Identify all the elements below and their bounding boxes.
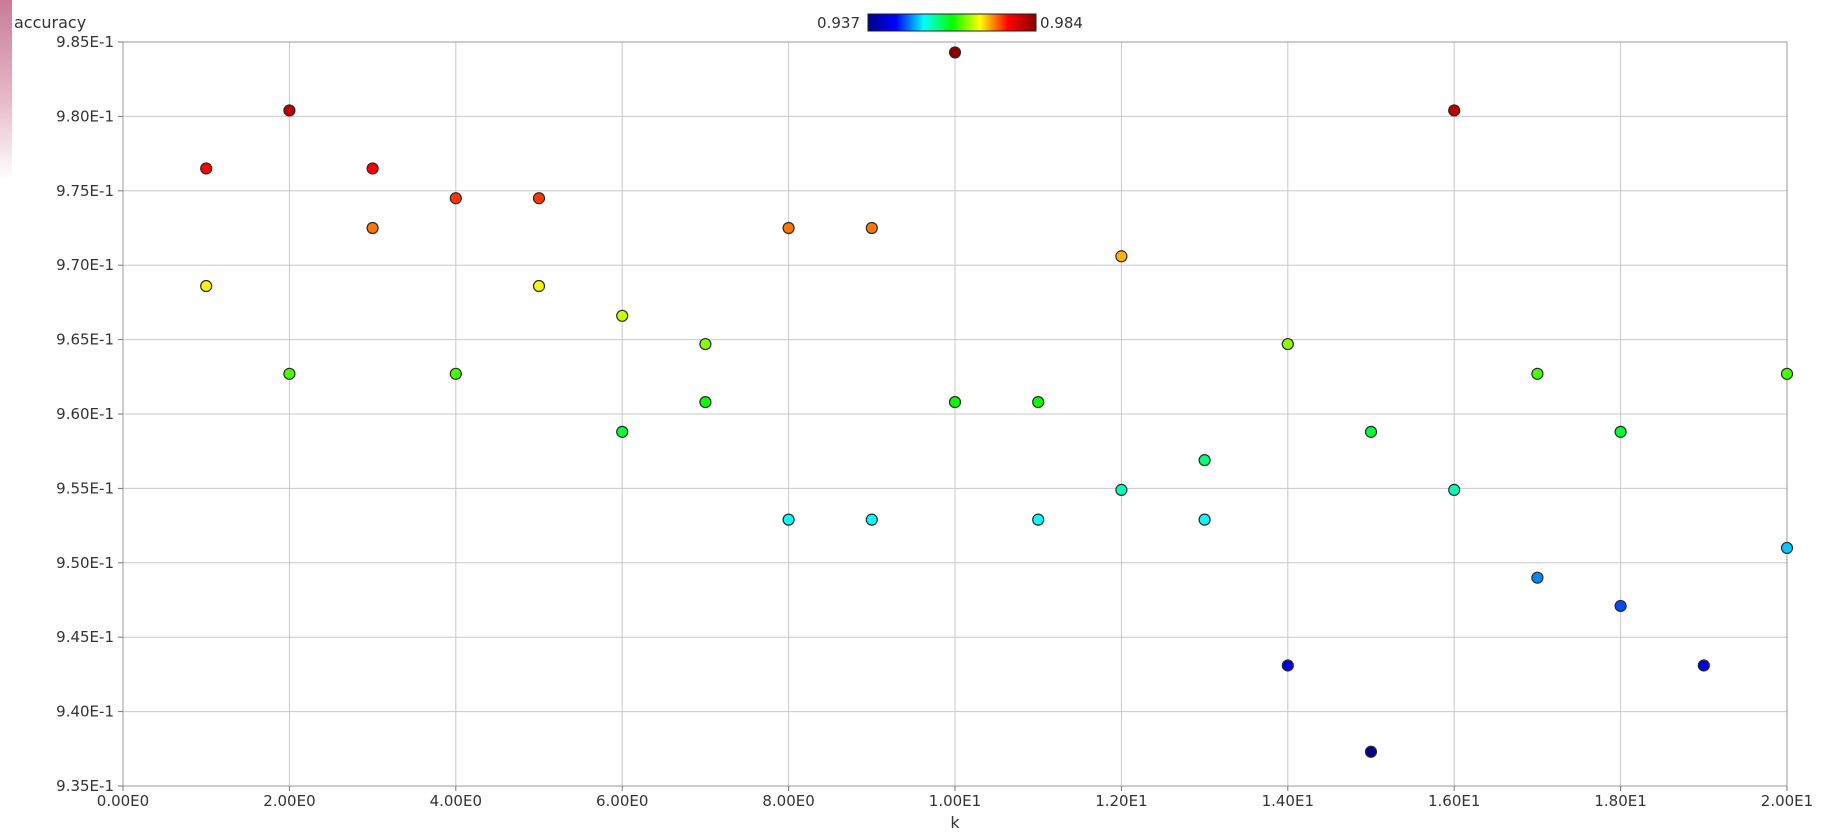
colorbar-min-label: 0.937: [817, 14, 860, 32]
x-tick-label: 8.00E0: [762, 792, 814, 810]
data-point: [200, 279, 213, 293]
data-point: [1364, 425, 1378, 438]
y-tick-label: 9.55E-1: [56, 479, 114, 497]
data-point: [865, 221, 878, 235]
data-point: [1032, 513, 1045, 526]
data-points: [200, 46, 1794, 758]
y-axis-label: accuracy: [14, 13, 86, 32]
x-tick-label: 2.00E0: [263, 792, 315, 810]
y-tick-label: 9.80E-1: [56, 107, 114, 125]
x-tick-label: 0.00E0: [97, 792, 149, 810]
data-point: [1281, 659, 1294, 672]
y-tick-label: 9.45E-1: [56, 628, 114, 646]
data-point: [283, 104, 296, 117]
corner-decoration: [0, 0, 12, 180]
data-point: [200, 162, 213, 175]
data-point: [865, 513, 878, 526]
data-point: [366, 162, 379, 175]
data-point: [1780, 367, 1794, 380]
grid-lines: [122, 41, 1788, 787]
data-point: [948, 395, 962, 409]
y-tick-label: 9.70E-1: [56, 256, 114, 274]
data-point: [616, 309, 629, 322]
data-point: [1198, 513, 1211, 526]
data-point: [782, 221, 795, 235]
x-tick-label: 4.00E0: [430, 792, 482, 810]
x-tick-label: 1.60E1: [1428, 792, 1480, 810]
data-point: [1780, 541, 1794, 555]
data-point: [948, 46, 962, 59]
x-tick-label: 1.20E1: [1095, 792, 1147, 810]
y-tick-label: 9.85E-1: [56, 33, 114, 51]
data-point: [1115, 250, 1128, 263]
colorbar-max-label: 0.984: [1040, 14, 1083, 32]
y-axis-ticks: 9.35E-1 9.40E-1 9.45E-1 9.50E-1 9.55E-1 9.60E…: [56, 33, 123, 795]
x-tick-label: 1.00E1: [929, 792, 981, 810]
data-point: [283, 367, 296, 380]
data-point: [699, 395, 712, 409]
x-axis-ticks: 0.00E0 2.00E0 4.00E0 6.00E0 8.00E0 1.00E1 1.20…: [97, 786, 1813, 810]
y-tick-label: 9.75E-1: [56, 182, 114, 200]
data-point: [532, 279, 546, 293]
y-tick-label: 9.40E-1: [56, 703, 114, 721]
colorbar-gradient: [867, 13, 1037, 32]
data-point: [1115, 483, 1128, 496]
x-tick-label: 2.00E1: [1761, 792, 1813, 810]
data-point: [699, 337, 712, 351]
y-tick-label: 9.50E-1: [56, 554, 114, 572]
x-axis-label: k: [950, 813, 960, 832]
y-tick-label: 9.60E-1: [56, 405, 114, 423]
data-point: [1364, 745, 1378, 758]
data-point: [1614, 425, 1627, 438]
data-point: [366, 221, 379, 235]
x-tick-label: 1.40E1: [1262, 792, 1314, 810]
data-point: [1281, 337, 1294, 351]
y-tick-label: 9.65E-1: [56, 331, 114, 349]
data-point: [1614, 599, 1627, 613]
data-point: [1448, 483, 1461, 496]
data-point: [1448, 104, 1461, 117]
data-point: [782, 513, 795, 526]
data-point: [616, 425, 629, 438]
data-point: [532, 192, 546, 205]
data-point: [449, 367, 462, 380]
y-tick-label: 9.35E-1: [56, 777, 114, 795]
data-point: [1032, 395, 1045, 409]
data-point: [1697, 659, 1710, 672]
x-tick-label: 6.00E0: [596, 792, 648, 810]
colorbar-legend: 0.937 0.984: [817, 13, 1083, 32]
data-point: [1531, 367, 1544, 380]
data-point: [449, 192, 462, 205]
x-tick-label: 1.80E1: [1594, 792, 1646, 810]
data-point: [1531, 571, 1544, 584]
data-point: [1198, 454, 1211, 467]
